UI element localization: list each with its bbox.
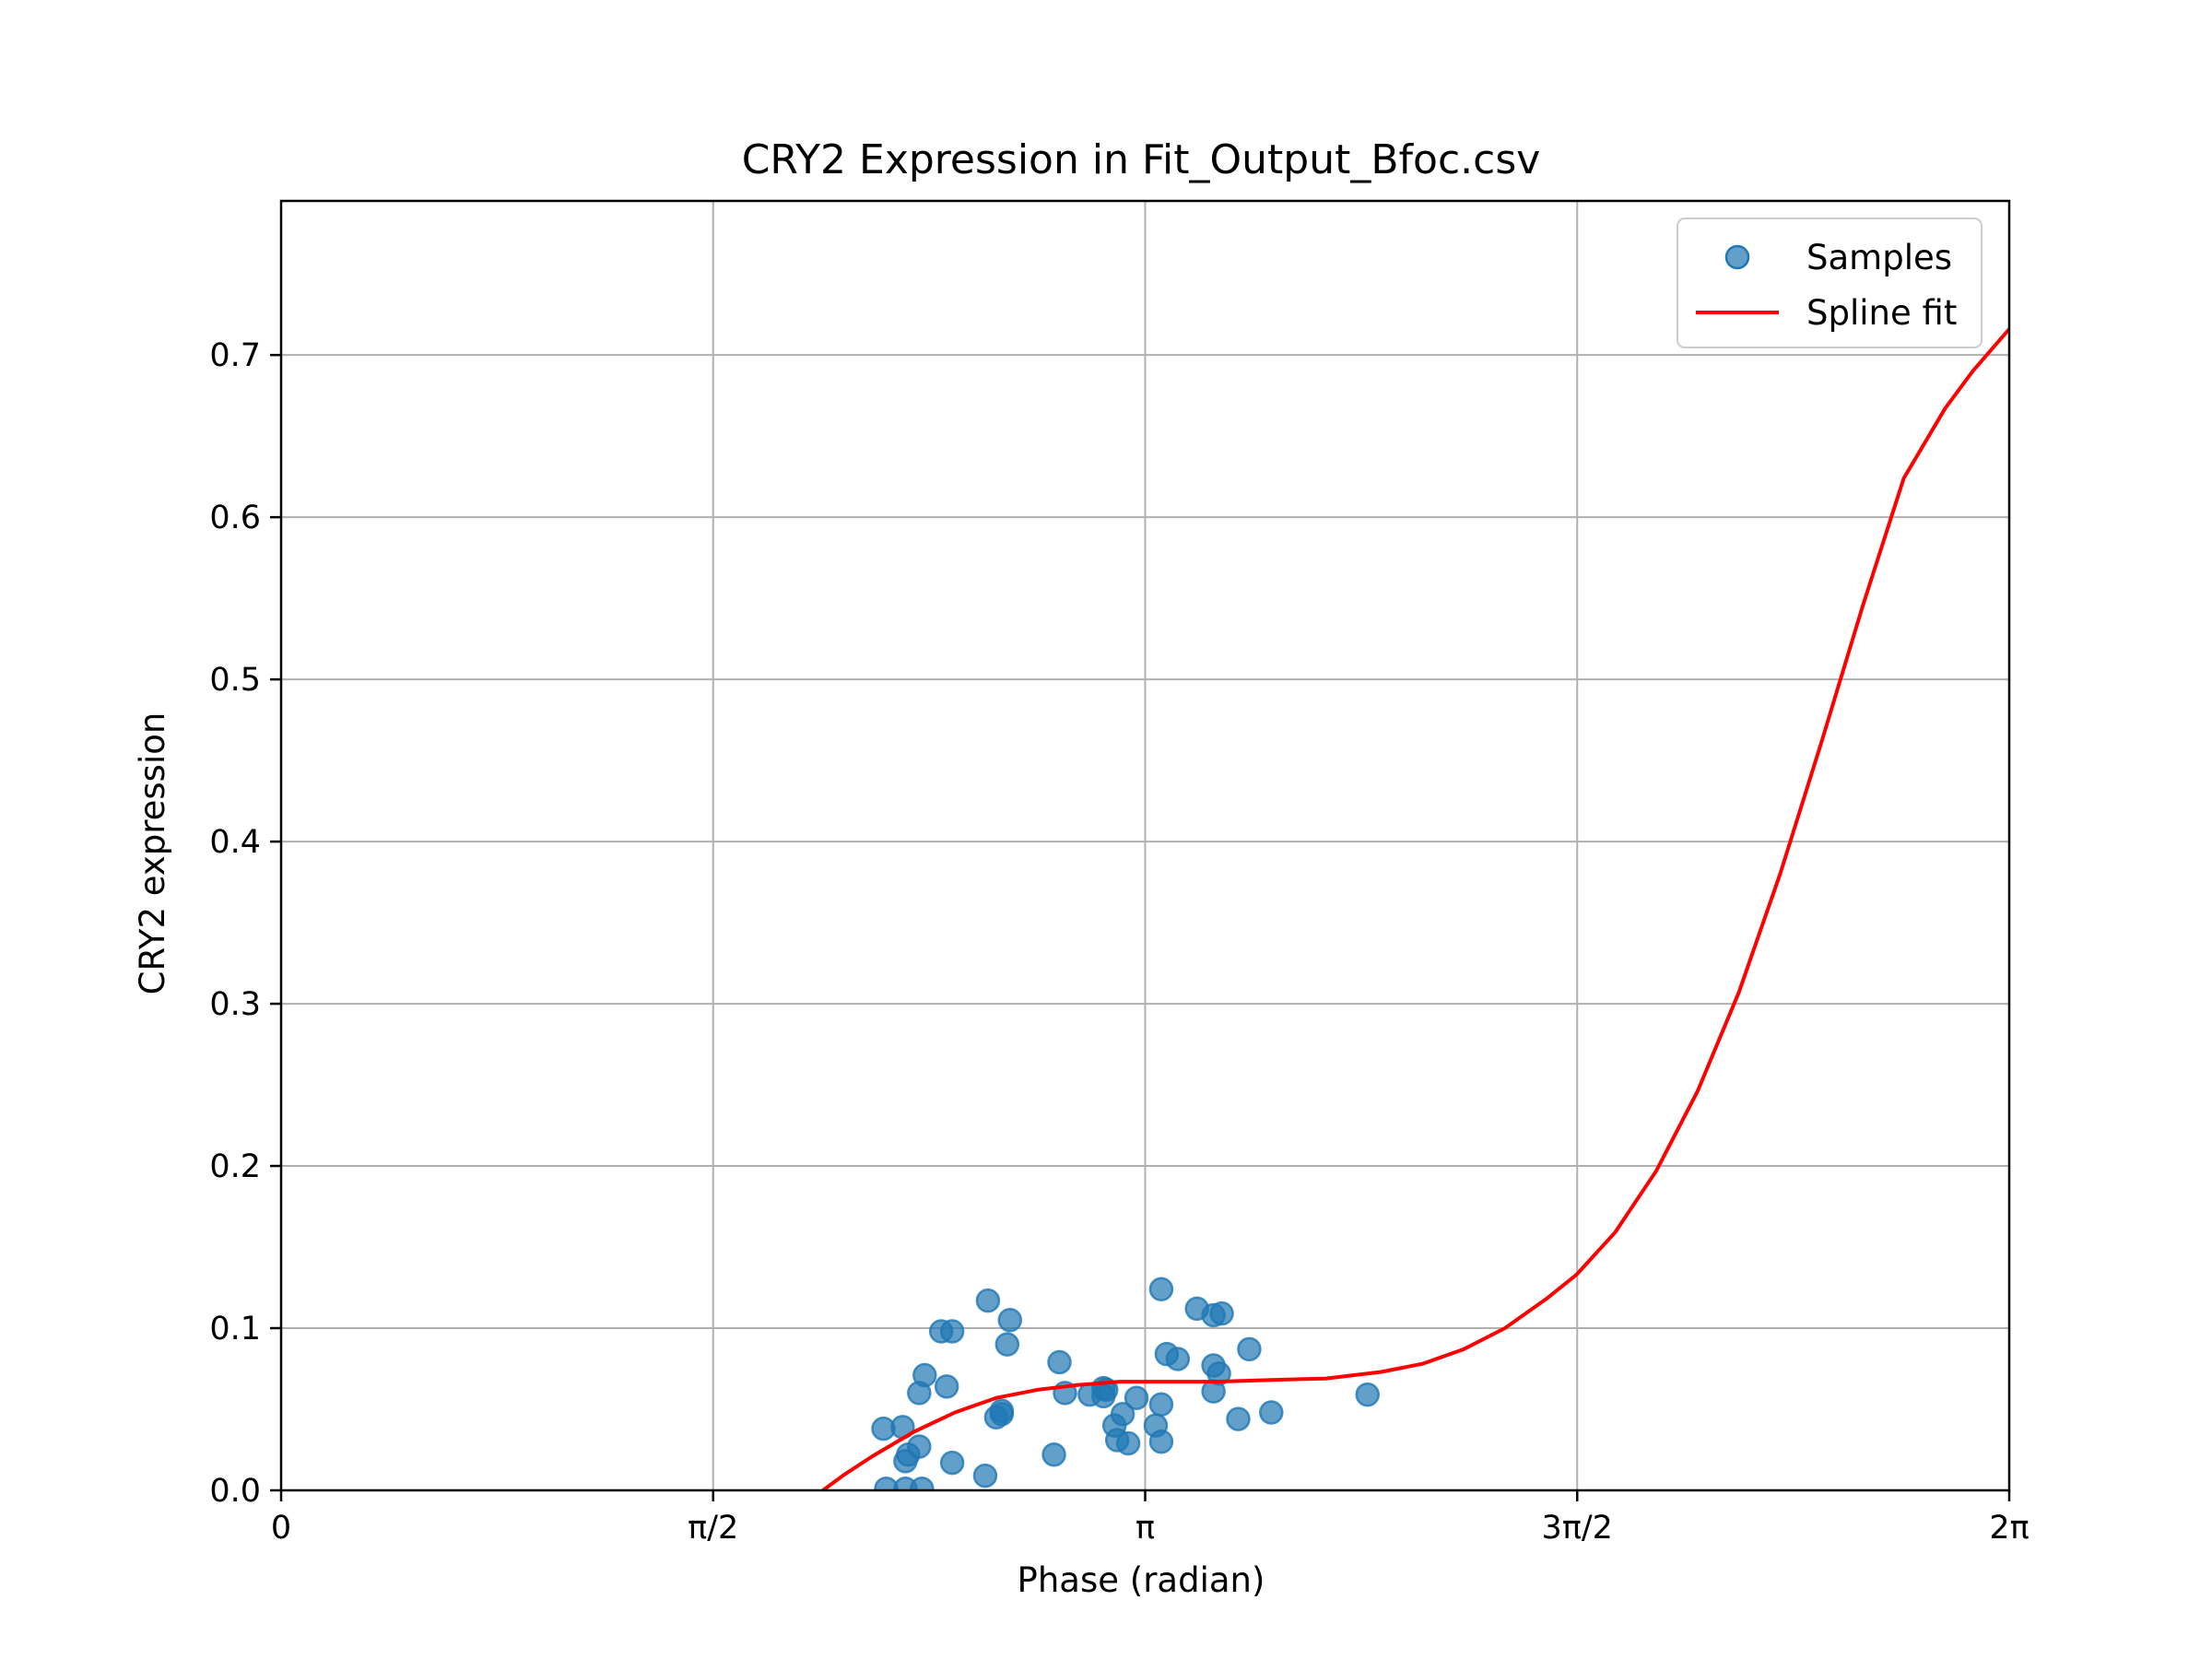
sample-point (912, 1362, 937, 1388)
x-tick-label: 2π (1989, 1510, 2029, 1547)
sample-point (1041, 1442, 1066, 1467)
x-tick-label: 3π/2 (1542, 1510, 1613, 1547)
legend-samples-marker (1724, 244, 1750, 270)
sample-point (1201, 1379, 1226, 1404)
y-tick-label: 0.1 (209, 1311, 261, 1347)
sample-point (907, 1434, 932, 1459)
sample-point (994, 1332, 1020, 1357)
sample-point (1148, 1277, 1174, 1302)
y-tick-label: 0.5 (209, 662, 261, 699)
sample-point (1355, 1382, 1380, 1407)
sample-point (1124, 1385, 1149, 1410)
x-tick-label: π/2 (688, 1510, 738, 1547)
sample-point (934, 1374, 959, 1399)
y-tick-label: 0.4 (209, 824, 261, 861)
y-tick-label: 0.6 (209, 500, 261, 536)
sample-point (989, 1398, 1015, 1424)
x-tick-label: π (1135, 1510, 1155, 1547)
legend-spline-label: Spline fit (1806, 293, 1957, 333)
legend: Samples Spline fit (1677, 218, 1983, 348)
chart-title: CRY2 Expression in Fit_Output_Bfoc.csv (742, 136, 1541, 183)
sample-point (997, 1307, 1023, 1333)
sample-point (1209, 1300, 1234, 1326)
sample-point (975, 1288, 1001, 1313)
series-group (821, 327, 2009, 1490)
legend-box (1677, 218, 1983, 348)
x-axis-label: Phase (radian) (1018, 1560, 1265, 1600)
y-tick-label: 0.2 (209, 1148, 261, 1185)
plot-area (821, 327, 2009, 1490)
y-axis-label: CRY2 expression (133, 712, 172, 995)
sample-point (1259, 1400, 1284, 1425)
x-tick-label: 0 (271, 1510, 291, 1547)
grid-layer (280, 201, 2010, 1491)
y-tick-label: 0.0 (209, 1473, 261, 1510)
y-tick-label: 0.3 (209, 986, 261, 1023)
sample-point (1165, 1347, 1191, 1371)
sample-point (1110, 1402, 1135, 1427)
sample-point (1115, 1430, 1141, 1456)
sample-point (1226, 1406, 1251, 1431)
sample-point (939, 1319, 965, 1344)
sample-point (972, 1463, 998, 1488)
legend-samples-label: Samples (1806, 238, 1952, 277)
sample-point (1237, 1336, 1262, 1362)
sample-point (1047, 1349, 1072, 1375)
spline-fit-line (821, 327, 2009, 1490)
sample-point (910, 1476, 935, 1490)
y-tick-label: 0.7 (209, 337, 261, 374)
sample-point (1148, 1392, 1174, 1417)
sample-point (1148, 1429, 1174, 1454)
sample-point (939, 1450, 965, 1476)
axis-ticks: 0 π/2 π 3π/2 2π 0.0 0.1 0.2 0.3 0.4 0.5 0.6 0.7 (209, 337, 2029, 1547)
